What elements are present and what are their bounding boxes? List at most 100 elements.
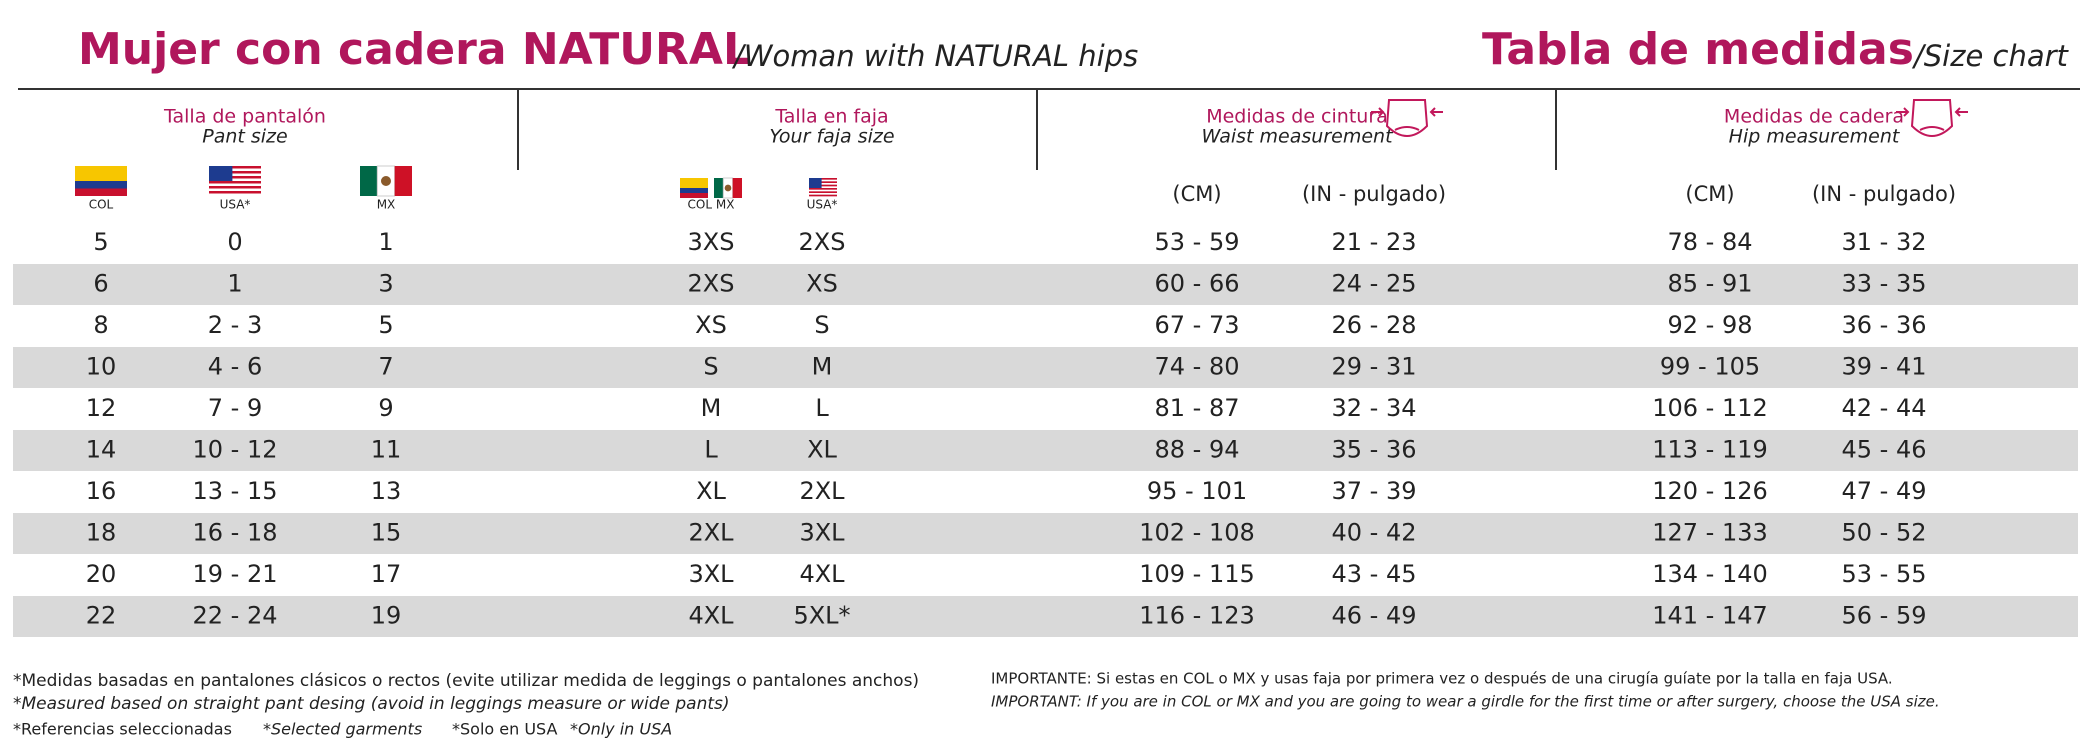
cell: 4XL (688, 602, 734, 630)
cell: 18 (86, 519, 117, 547)
cell: 116 - 123 (1139, 602, 1255, 630)
cell: 14 (86, 436, 117, 464)
cell: 15 (371, 519, 402, 547)
cell: 60 - 66 (1155, 270, 1240, 298)
cell: 102 - 108 (1139, 519, 1255, 547)
cell: 5 (93, 228, 108, 256)
cell: 2 - 3 (208, 311, 262, 339)
flag-band (809, 188, 837, 190)
flag-canton (809, 178, 822, 188)
cell: L (815, 394, 829, 422)
cell: 109 - 115 (1139, 560, 1255, 588)
flag-band (680, 193, 708, 198)
flag (209, 166, 261, 194)
cell: 78 - 84 (1668, 228, 1753, 256)
cell: 2XS (799, 228, 846, 256)
cell: 33 - 35 (1842, 270, 1927, 298)
flag-band (209, 191, 261, 194)
cell: 50 - 52 (1842, 519, 1927, 547)
flag-label: USA* (220, 198, 251, 212)
subtitle: /Woman with NATURAL hips (731, 39, 1138, 73)
flag-label: COL (89, 198, 114, 212)
cell: 12 (86, 394, 117, 422)
cell: 95 - 101 (1147, 477, 1247, 505)
flag-band (209, 171, 261, 174)
cell: 141 - 147 (1652, 602, 1768, 630)
cell: 92 - 98 (1668, 311, 1753, 339)
unit-header: (IN - pulgado) (1302, 182, 1446, 206)
flag-emblem (381, 176, 391, 186)
cell: 4XL (799, 560, 845, 588)
right-subtitle: /Size chart (1911, 39, 2070, 73)
group-subtitle: Waist measurement (1201, 126, 1394, 148)
cell: 22 - 24 (193, 602, 278, 630)
row-shade (13, 264, 2078, 305)
flag-band (209, 166, 261, 169)
note: *Measured based on straight pant desing … (13, 694, 730, 714)
separators (517, 89, 1557, 170)
flag (360, 165, 412, 197)
cell: 56 - 59 (1842, 602, 1927, 630)
cell: 16 - 18 (193, 519, 278, 547)
cell: 45 - 46 (1842, 436, 1927, 464)
cell: 74 - 80 (1155, 353, 1240, 381)
row-shade (13, 596, 2078, 637)
cell: 2XS (688, 270, 735, 298)
cell: 20 (86, 560, 117, 588)
flag-emblem (724, 184, 732, 192)
cell: 22 (86, 602, 117, 630)
cell: 134 - 140 (1652, 560, 1768, 588)
group-title: Talla en faja (774, 106, 888, 128)
cell: 29 - 31 (1332, 353, 1417, 381)
cell: 10 - 12 (193, 436, 278, 464)
group-title: Medidas de cadera (1724, 106, 1904, 128)
flag-band (732, 178, 742, 198)
cell: 53 - 59 (1155, 228, 1240, 256)
flag-band (809, 184, 837, 187)
cell: 81 - 87 (1155, 394, 1240, 422)
cell: 2XL (688, 519, 734, 547)
flag-band (209, 181, 261, 184)
row-shade (13, 347, 2078, 388)
unit-header: (CM) (1685, 182, 1734, 206)
flag (714, 177, 742, 199)
row-shade (13, 513, 2078, 554)
cell: 39 - 41 (1842, 353, 1927, 381)
cell: 46 - 49 (1332, 602, 1417, 630)
cell: 13 - 15 (193, 477, 278, 505)
cell: 9 (378, 394, 393, 422)
note: IMPORTANT: If you are in COL or MX and y… (991, 693, 1940, 711)
unit-header: (IN - pulgado) (1812, 182, 1956, 206)
cell: 99 - 105 (1660, 353, 1760, 381)
group-subtitle: Hip measurement (1729, 126, 1901, 148)
cell: 31 - 32 (1842, 228, 1927, 256)
note: *Referencias seleccionadas (13, 720, 232, 739)
note: *Only in USA (570, 720, 672, 739)
unit-header: (CM) (1172, 182, 1221, 206)
cell: 35 - 36 (1332, 436, 1417, 464)
cell: 3XL (799, 519, 845, 547)
cell: 4 - 6 (208, 353, 262, 381)
flag-band (394, 166, 412, 196)
flag-band (809, 194, 837, 197)
cell: 24 - 25 (1332, 270, 1417, 298)
cell: 2XL (799, 477, 845, 505)
flag-band (680, 178, 708, 188)
cell: 88 - 94 (1155, 436, 1240, 464)
cell: 47 - 49 (1842, 477, 1927, 505)
cell: XL (696, 477, 726, 505)
cell: 8 (93, 311, 108, 339)
flag-band (714, 178, 724, 198)
note: *Solo en USA (452, 720, 558, 739)
cell: 120 - 126 (1652, 477, 1768, 505)
cell: XL (807, 436, 837, 464)
flag-band (209, 186, 261, 189)
cell: 67 - 73 (1155, 311, 1240, 339)
cell: 21 - 23 (1332, 228, 1417, 256)
group-subtitle: Pant size (202, 126, 287, 148)
group-title: Talla de pantalón (163, 106, 326, 128)
cell: 40 - 42 (1332, 519, 1417, 547)
cell: 42 - 44 (1842, 394, 1927, 422)
flag-band (75, 188, 127, 196)
